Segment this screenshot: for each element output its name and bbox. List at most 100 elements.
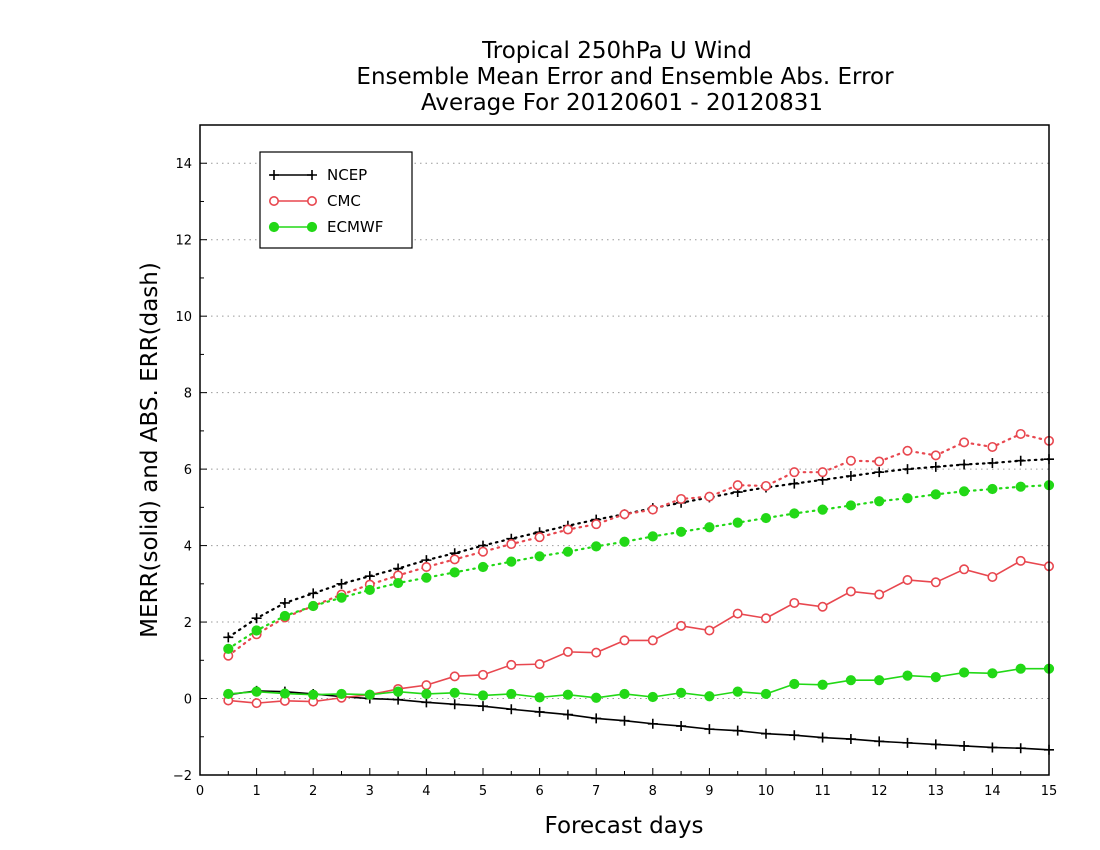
ncep-abs-error-point (902, 464, 913, 475)
ncep-abs-error-series (223, 454, 1054, 643)
ncep-mean-error-point (845, 734, 856, 745)
ncep-abs-error-point (336, 578, 347, 589)
cmc-abs-error-point (591, 519, 602, 530)
ecmwf-mean-error-point (676, 687, 687, 698)
cmc-abs-error-point (817, 467, 828, 478)
cmc-mean-error-series (223, 555, 1055, 709)
cmc-mean-error-point (619, 635, 630, 646)
x-axis-label: Forecast days (545, 813, 704, 839)
ecmwf-abs-error-point (959, 486, 970, 497)
ecmwf-mean-error-point (477, 690, 489, 701)
ecmwf-abs-error-point (1015, 481, 1026, 492)
ecmwf-mean-error-point (1015, 663, 1026, 674)
x-tick-label: 5 (479, 784, 487, 799)
ecmwf-abs-error-point (845, 500, 857, 511)
legend-item-cmc: CMC (268, 192, 361, 210)
ecmwf-abs-error-point (874, 496, 885, 507)
cmc-mean-error-line (228, 560, 1050, 704)
y-tick-label: 4 (184, 540, 192, 555)
y-tick-label: 6 (184, 463, 192, 478)
cmc-mean-error-point (534, 659, 545, 670)
ncep-mean-error-point (1015, 743, 1026, 754)
ecmwf-abs-error-point (279, 610, 290, 622)
ecmwf-abs-error-point (676, 526, 687, 537)
ecmwf-mean-error-point (647, 691, 658, 703)
ecmwf-abs-error-point (732, 517, 743, 528)
cmc-mean-error-point (676, 620, 687, 631)
series-layer (223, 428, 1055, 755)
ncep-mean-error-point (478, 701, 488, 712)
ncep-abs-error-point (789, 478, 800, 489)
ecmwf-mean-error-point (930, 672, 941, 683)
ecmwf-mean-error-point (393, 686, 404, 697)
x-tick-label: 7 (592, 784, 600, 799)
legend-label: ECMWF (327, 218, 383, 236)
ecmwf-mean-error-point (251, 686, 262, 697)
legend-item-ncep: NCEP (269, 166, 367, 184)
ncep-mean-error-point (676, 721, 687, 732)
cmc-mean-error-point (591, 647, 602, 658)
ecmwf-mean-error-point (364, 689, 375, 700)
ecmwf-abs-error-point (902, 493, 913, 504)
ncep-abs-error-point (364, 571, 375, 582)
legend-marker (306, 221, 318, 233)
cmc-mean-error-point (987, 571, 998, 582)
ecmwf-abs-error-point (789, 508, 800, 519)
cmc-mean-error-point (421, 680, 432, 691)
y-tick-label: 0 (184, 693, 192, 708)
ncep-abs-error-point (223, 632, 234, 643)
ecmwf-abs-error-point (704, 522, 715, 533)
cmc-abs-error-point (1015, 428, 1026, 439)
cmc-abs-error-point (619, 509, 630, 520)
ncep-abs-error-point (308, 588, 319, 599)
ncep-mean-error-point (817, 732, 828, 743)
x-tick-label: 14 (984, 784, 1001, 799)
cmc-mean-error-point (477, 669, 488, 680)
ncep-mean-error-point (704, 724, 715, 735)
ecmwf-mean-error-point (845, 675, 857, 686)
cmc-mean-error-point (817, 601, 828, 612)
legend-marker (268, 221, 280, 233)
x-tick-label: 1 (252, 784, 260, 799)
ncep-abs-error-point (987, 458, 998, 468)
cmc-mean-error-point (845, 586, 856, 597)
ncep-abs-error-point (845, 471, 856, 481)
cmc-abs-error-point (874, 456, 885, 467)
ecmwf-abs-error-point (930, 489, 941, 500)
ecmwf-mean-error-point (817, 679, 828, 690)
ncep-mean-error-point (789, 730, 800, 741)
cmc-mean-error-point (647, 635, 658, 646)
ecmwf-mean-error-point (308, 689, 319, 700)
chart-title-line-3: Average For 20120601 - 20120831 (421, 90, 823, 116)
ecmwf-mean-error-point (732, 686, 743, 697)
ecmwf-abs-error-point (562, 546, 574, 557)
cmc-mean-error-point (251, 698, 262, 709)
ncep-mean-error-point (562, 709, 573, 720)
ncep-mean-error-point (647, 718, 658, 729)
ecmwf-abs-error-point (308, 600, 319, 612)
cmc-abs-error-point (732, 480, 743, 491)
cmc-mean-error-point (704, 625, 715, 636)
x-tick-label: 6 (535, 784, 543, 799)
ecmwf-abs-error-point (817, 504, 828, 515)
ecmwf-abs-error-point (987, 483, 998, 495)
ecmwf-mean-error-series (223, 663, 1055, 703)
ecmwf-mean-error-point (619, 688, 630, 700)
chart-title-line-1: Tropical 250hPa U Wind (481, 38, 752, 64)
ncep-mean-error-point (506, 704, 517, 715)
ecmwf-mean-error-point (760, 688, 772, 700)
y-tick-label: −2 (173, 769, 192, 784)
cmc-abs-error-point (789, 467, 800, 478)
legend-marker (307, 170, 317, 180)
cmc-abs-error-series (223, 428, 1055, 661)
legend-box (259, 151, 413, 249)
y-axis-label: MERR(solid) and ABS. ERR(dash) (137, 262, 163, 638)
x-tick-label: 4 (422, 784, 430, 799)
legend: NCEP CMC ECMWF (259, 151, 413, 249)
ecmwf-mean-error-point (987, 668, 998, 679)
ecmwf-mean-error-point (789, 678, 800, 690)
ncep-mean-error-point (591, 713, 602, 724)
y-tick-label: 2 (184, 616, 192, 631)
cmc-abs-error-point (959, 437, 970, 448)
